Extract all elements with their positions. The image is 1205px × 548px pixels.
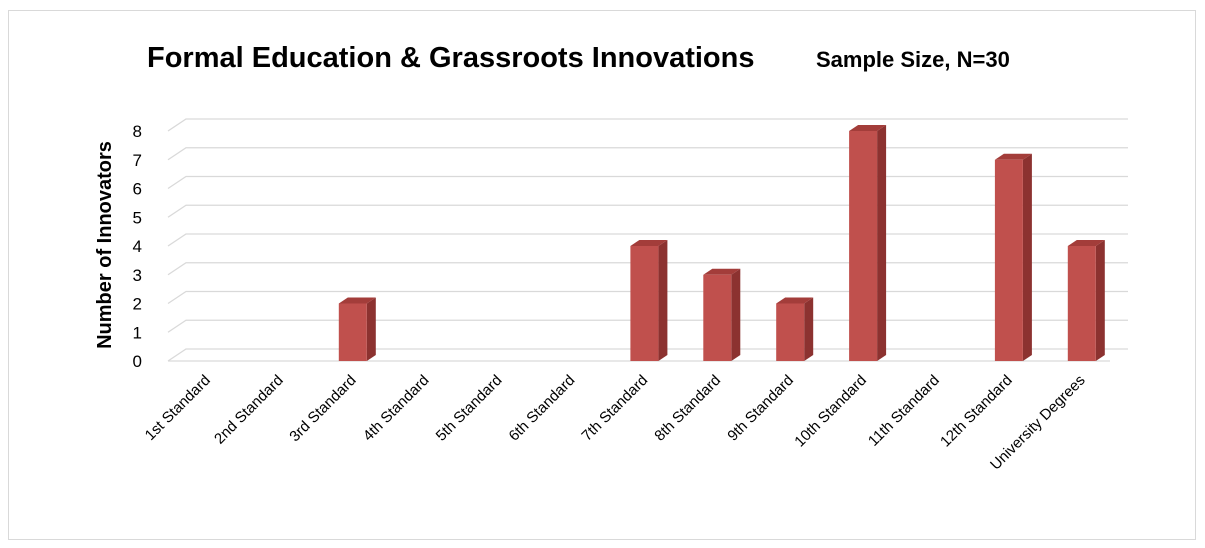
bar xyxy=(849,125,887,361)
bar-front xyxy=(703,274,732,361)
y-tick-labels: 0 1 2 3 4 5 6 7 8 xyxy=(133,122,142,371)
bar-front xyxy=(338,303,367,361)
bar-top xyxy=(703,268,741,275)
bar xyxy=(1067,240,1105,361)
bar-side xyxy=(1022,153,1032,361)
y-tick-label: 8 xyxy=(133,122,142,141)
bar-front xyxy=(630,246,659,361)
bar-front xyxy=(849,131,878,361)
bar xyxy=(703,268,741,361)
bar-side xyxy=(877,125,887,361)
bar xyxy=(630,240,668,361)
bar-top xyxy=(1067,240,1105,246)
y-tick-label: 0 xyxy=(133,352,142,371)
bar xyxy=(338,297,376,361)
bar-side xyxy=(1095,240,1105,361)
bar-front xyxy=(994,159,1023,361)
y-tick-label: 4 xyxy=(133,237,142,256)
bar-top xyxy=(849,125,887,131)
x-tick-label: 10th Standard xyxy=(791,372,870,451)
y-axis-title: Number of Innovators xyxy=(94,141,116,349)
y-tick-label: 6 xyxy=(133,180,142,199)
x-tick-label: 12th Standard xyxy=(937,372,1016,451)
x-tick-label: 9th Standard xyxy=(724,372,797,445)
x-tick-label: 1st Standard xyxy=(142,372,214,444)
bar-side xyxy=(804,297,814,361)
chart-title: Formal Education & Grassroots Innovation… xyxy=(147,42,755,74)
gridline xyxy=(167,147,1128,161)
x-tick-label: 5th Standard xyxy=(433,372,506,445)
y-tick-label: 3 xyxy=(133,266,142,285)
bar-top xyxy=(338,297,376,304)
gridline xyxy=(167,175,1128,190)
gridline xyxy=(167,348,1128,362)
gridline xyxy=(167,319,1128,333)
bar-top xyxy=(630,240,668,246)
bar-side xyxy=(731,268,741,361)
y-tick-label: 2 xyxy=(133,295,142,314)
bar-front xyxy=(1067,246,1096,361)
bar-side xyxy=(658,240,668,361)
x-tick-label: 2nd Standard xyxy=(211,372,287,448)
x-tick-label: 3rd Standard xyxy=(286,372,359,445)
x-tick-label: 4th Standard xyxy=(360,372,433,445)
gridline xyxy=(167,290,1128,305)
bar xyxy=(994,153,1032,361)
chart-subtitle: Sample Size, N=30 xyxy=(816,47,1010,72)
bar-top xyxy=(994,153,1032,160)
bar-front xyxy=(776,303,805,361)
x-tick-label: 11th Standard xyxy=(865,372,943,450)
gridline xyxy=(167,262,1128,276)
bar-top xyxy=(776,297,814,304)
y-tick-label: 7 xyxy=(133,151,142,170)
gridline xyxy=(167,233,1128,247)
bar xyxy=(776,297,814,361)
y-tick-label: 5 xyxy=(133,208,142,227)
bar-side xyxy=(366,297,376,361)
x-tick-label: 8th Standard xyxy=(651,372,724,445)
x-tick-label: 6th Standard xyxy=(506,372,579,445)
gridline xyxy=(167,118,1128,132)
y-tick-label: 1 xyxy=(133,323,142,342)
gridline xyxy=(167,204,1128,218)
bars xyxy=(338,125,1105,361)
x-tick-label: 7th Standard xyxy=(578,372,651,445)
